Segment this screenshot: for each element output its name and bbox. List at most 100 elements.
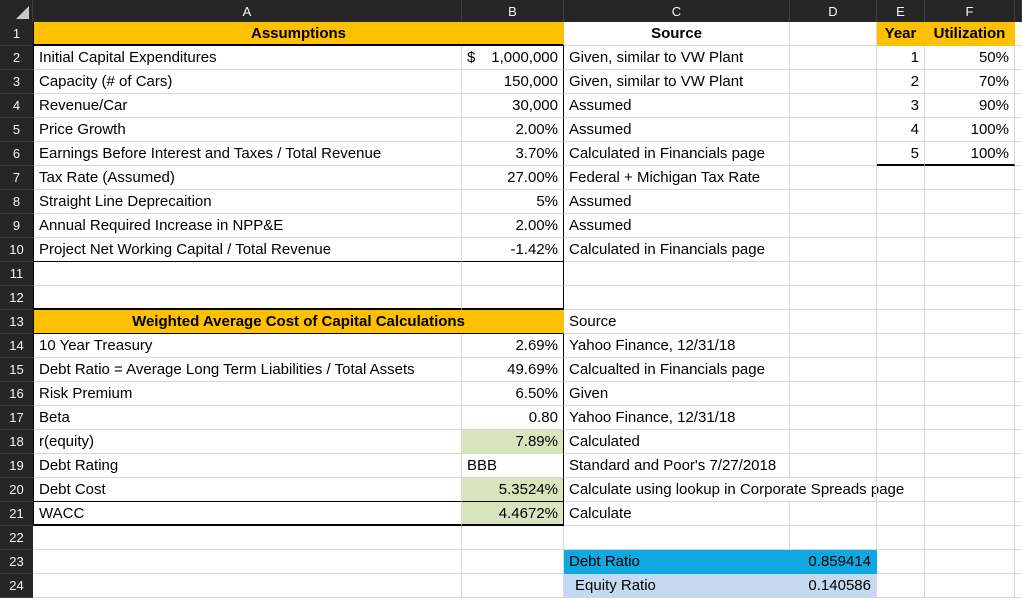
cell-C9[interactable]: Assumed [564,214,790,238]
cell-E23[interactable] [877,550,925,574]
debt-ratio-value[interactable]: 0.859414 [790,550,877,574]
debt-ratio-label[interactable]: Debt Ratio [564,550,790,574]
cell-A3[interactable]: Capacity (# of Cars) [33,70,462,94]
row-header-10[interactable]: 10 [0,238,33,262]
cell-F22[interactable] [925,526,1015,550]
row-header-13[interactable]: 13 [0,310,33,334]
cell-F7[interactable] [925,166,1015,190]
cell-D7[interactable] [790,166,877,190]
cell-C4[interactable]: Assumed [564,94,790,118]
cell-B12[interactable] [462,286,564,310]
cell-D4[interactable] [790,94,877,118]
cell-B3[interactable]: 150,000 [462,70,564,94]
cell-D11[interactable] [790,262,877,286]
cell-D17[interactable] [790,406,877,430]
cell-G1[interactable] [1015,22,1022,46]
cell-B10[interactable]: -1.42% [462,238,564,262]
cell-D18[interactable] [790,430,877,454]
cell-B6[interactable]: 3.70% [462,142,564,166]
row-header-18[interactable]: 18 [0,430,33,454]
cell-F13[interactable] [925,310,1015,334]
row-header-2[interactable]: 2 [0,46,33,70]
cell-A2[interactable]: Initial Capital Expenditures [33,46,462,70]
cell-A12[interactable] [33,286,462,310]
cell-C15[interactable]: Calcualted in Financials page [564,358,790,382]
cell-F12[interactable] [925,286,1015,310]
cell-F14[interactable] [925,334,1015,358]
cell-E13[interactable] [877,310,925,334]
cell-C2[interactable]: Given, similar to VW Plant [564,46,790,70]
section-header-wacc[interactable]: Weighted Average Cost of Capital Calcula… [33,310,564,334]
cell-D8[interactable] [790,190,877,214]
cell-F5[interactable]: 100% [925,118,1015,142]
column-header-E[interactable]: E [877,0,925,22]
cell-B11[interactable] [462,262,564,286]
cell-C13[interactable]: Source [564,310,790,334]
cell-E15[interactable] [877,358,925,382]
cell-B17[interactable]: 0.80 [462,406,564,430]
cell-E17[interactable] [877,406,925,430]
cell-F10[interactable] [925,238,1015,262]
cell-G8[interactable] [1015,190,1022,214]
equity-ratio-value[interactable]: 0.140586 [790,574,877,598]
cell-B5[interactable]: 2.00% [462,118,564,142]
row-header-16[interactable]: 16 [0,382,33,406]
row-header-4[interactable]: 4 [0,94,33,118]
cell-F6[interactable]: 100% [925,142,1015,166]
cell-G21[interactable] [1015,502,1022,526]
row-header-15[interactable]: 15 [0,358,33,382]
row-header-5[interactable]: 5 [0,118,33,142]
row-header-14[interactable]: 14 [0,334,33,358]
cell-F11[interactable] [925,262,1015,286]
cell-E9[interactable] [877,214,925,238]
cell-D5[interactable] [790,118,877,142]
row-header-22[interactable]: 22 [0,526,33,550]
cell-G9[interactable] [1015,214,1022,238]
cell-D10[interactable] [790,238,877,262]
cell-A16[interactable]: Risk Premium [33,382,462,406]
column-header-B[interactable]: B [462,0,564,22]
cell-B19[interactable]: BBB [462,454,564,478]
cell-C19[interactable]: Standard and Poor's 7/27/2018 [564,454,790,478]
cell-A18[interactable]: r(equity) [33,430,462,454]
cell-C18[interactable]: Calculated [564,430,790,454]
cell-G4[interactable] [1015,94,1022,118]
cell-A5[interactable]: Price Growth [33,118,462,142]
cell-F19[interactable] [925,454,1015,478]
column-header-F[interactable]: F [925,0,1015,22]
cell-E10[interactable] [877,238,925,262]
cell-E5[interactable]: 4 [877,118,925,142]
cell-G5[interactable] [1015,118,1022,142]
cell-B4[interactable]: 30,000 [462,94,564,118]
row-header-12[interactable]: 12 [0,286,33,310]
cell-C16[interactable]: Given [564,382,790,406]
cell-C3[interactable]: Given, similar to VW Plant [564,70,790,94]
cell-C22[interactable] [564,526,790,550]
cell-G24[interactable] [1015,574,1022,598]
cell-G22[interactable] [1015,526,1022,550]
column-header-D[interactable]: D [790,0,877,22]
cell-A8[interactable]: Straight Line Deprecaition [33,190,462,214]
row-header-7[interactable]: 7 [0,166,33,190]
cell-G6[interactable] [1015,142,1022,166]
cell-A11[interactable] [33,262,462,286]
cell-C1[interactable]: Source [564,22,790,46]
cell-F21[interactable] [925,502,1015,526]
cell-G17[interactable] [1015,406,1022,430]
cell-G10[interactable] [1015,238,1022,262]
cell-D3[interactable] [790,70,877,94]
cell-B2[interactable]: $1,000,000 [462,46,564,70]
cell-E2[interactable]: 1 [877,46,925,70]
row-header-20[interactable]: 20 [0,478,33,502]
row-header-23[interactable]: 23 [0,550,33,574]
cell-F3[interactable]: 70% [925,70,1015,94]
cell-G16[interactable] [1015,382,1022,406]
cell-B18[interactable]: 7.89% [462,430,564,454]
cell-E14[interactable] [877,334,925,358]
cell-D1[interactable] [790,22,877,46]
cell-E11[interactable] [877,262,925,286]
cell-E21[interactable] [877,502,925,526]
row-header-24[interactable]: 24 [0,574,33,598]
cell-B23[interactable] [462,550,564,574]
select-all-corner[interactable] [0,0,33,22]
